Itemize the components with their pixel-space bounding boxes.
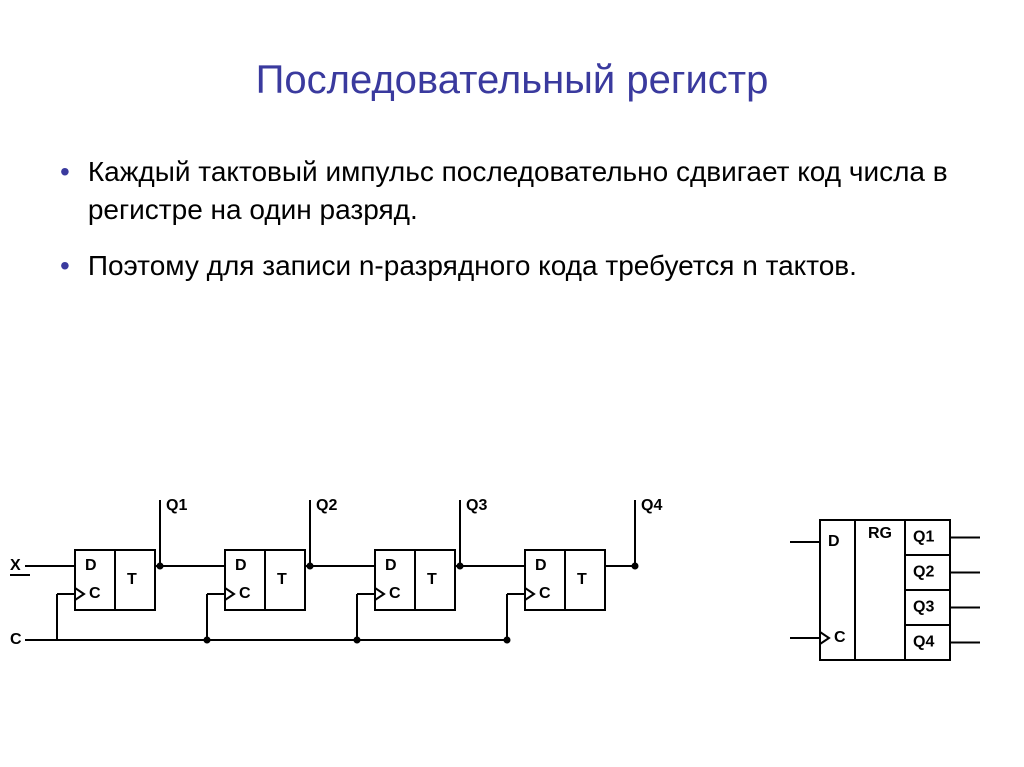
bullet-list: • Каждый тактовый импульс последовательн…	[60, 153, 964, 284]
svg-text:C: C	[834, 629, 846, 646]
bullet-text: Каждый тактовый импульс последовательно …	[88, 153, 964, 229]
svg-text:Q1: Q1	[166, 497, 187, 514]
svg-text:D: D	[85, 557, 97, 574]
svg-text:T: T	[427, 571, 437, 588]
svg-text:X: X	[10, 557, 21, 574]
svg-text:T: T	[277, 571, 287, 588]
svg-text:T: T	[577, 571, 587, 588]
svg-text:D: D	[828, 533, 840, 550]
svg-text:C: C	[10, 631, 22, 648]
bullet-item: • Поэтому для записи n-разрядного кода т…	[60, 247, 964, 285]
svg-text:Q4: Q4	[913, 634, 934, 651]
svg-text:T: T	[127, 571, 137, 588]
svg-text:D: D	[535, 557, 547, 574]
page-title: Последовательный регистр	[0, 0, 1024, 103]
svg-text:C: C	[539, 585, 551, 602]
svg-text:D: D	[235, 557, 247, 574]
svg-text:C: C	[389, 585, 401, 602]
svg-text:Q3: Q3	[466, 497, 487, 514]
svg-text:RG: RG	[868, 525, 892, 542]
circuit-diagram: XCDTCQ1DTCQ2DTCQ3DTCQ4RGDCQ1Q2Q3Q4	[0, 480, 1024, 760]
bullet-item: • Каждый тактовый импульс последовательн…	[60, 153, 964, 229]
svg-text:D: D	[385, 557, 397, 574]
bullet-dot-icon: •	[60, 153, 70, 191]
bullet-dot-icon: •	[60, 247, 70, 285]
svg-text:Q2: Q2	[913, 564, 934, 581]
svg-text:Q1: Q1	[913, 529, 934, 546]
svg-text:Q3: Q3	[913, 599, 934, 616]
bullet-text: Поэтому для записи n-разрядного кода тре…	[88, 247, 857, 285]
svg-text:Q4: Q4	[641, 497, 662, 514]
svg-text:C: C	[239, 585, 251, 602]
svg-text:Q2: Q2	[316, 497, 337, 514]
svg-text:C: C	[89, 585, 101, 602]
